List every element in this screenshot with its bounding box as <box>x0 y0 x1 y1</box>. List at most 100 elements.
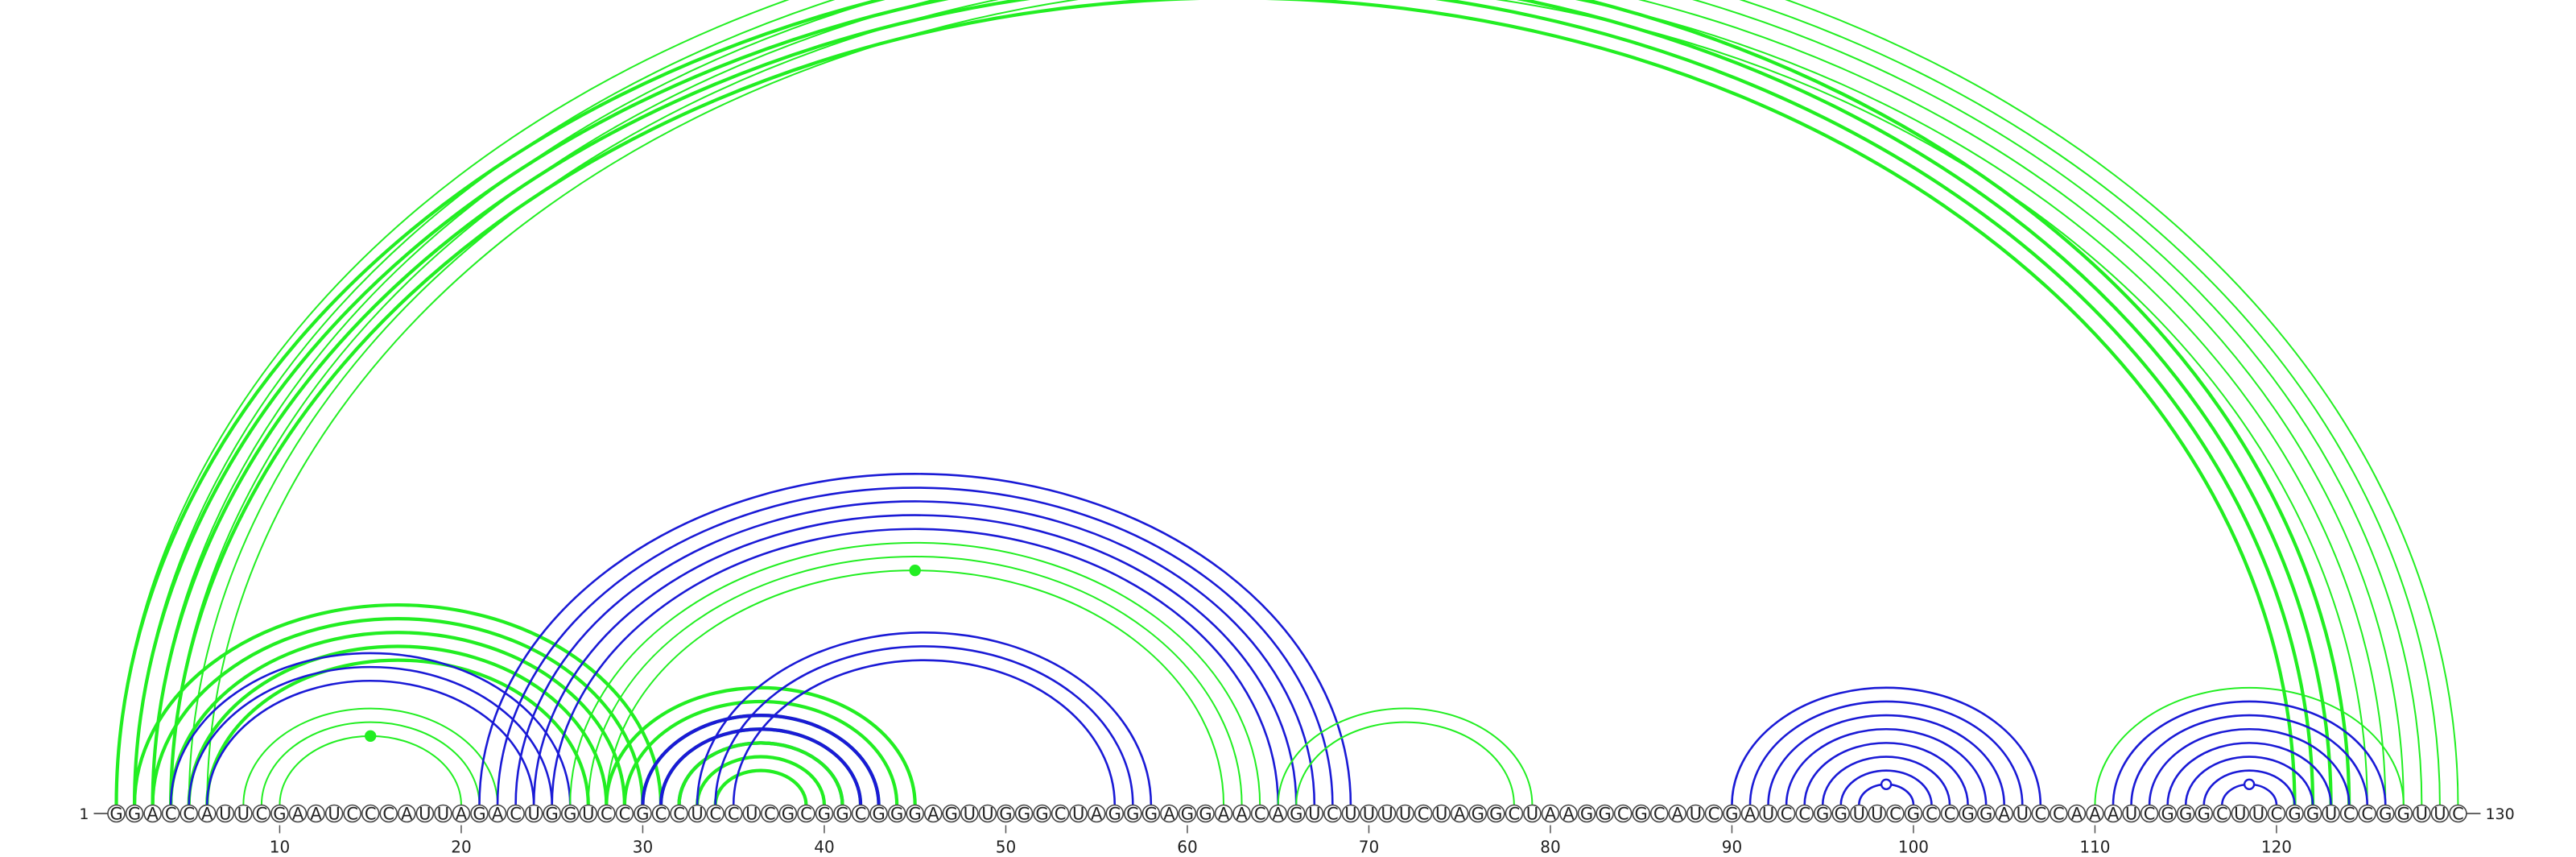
nucleotide-95: G <box>1816 805 1829 824</box>
nucleotide-58-circle <box>1141 804 1161 823</box>
arc-blue-30-43 <box>641 714 881 805</box>
nucleotide-83: G <box>1598 805 1611 824</box>
arc-green-5-126 <box>189 0 2386 805</box>
nucleotide-95-circle <box>1813 804 1832 823</box>
nucleotide-41: G <box>836 805 848 824</box>
nucleotide-130: C <box>2452 805 2464 824</box>
nucleotide-99-circle <box>1886 804 1905 823</box>
nucleotide-17: A <box>401 805 413 824</box>
nucleotide-14: C <box>346 805 358 824</box>
nucleotide-85-circle <box>1632 804 1650 823</box>
arc-blue-22-68 <box>496 486 1334 805</box>
tick-label-30: 30 <box>633 838 653 857</box>
nucleotide-93: C <box>1781 805 1793 824</box>
arc-green-6-125 <box>206 0 2368 805</box>
nucleotide-36: U <box>745 805 758 824</box>
nucleotide-112: U <box>2125 805 2137 824</box>
nucleotide-60-circle <box>1178 804 1197 823</box>
arc-green-66-78 <box>1295 721 1515 805</box>
arc-blue-96-101 <box>1839 769 1933 805</box>
nucleotide-26: G <box>564 805 576 824</box>
nucleotide-124: C <box>2343 805 2355 824</box>
nucleotide-44-circle <box>887 804 906 823</box>
nucleotide-107-circle <box>2031 804 2050 823</box>
tick-label-20: 20 <box>451 838 471 857</box>
arc-blue-116-121 <box>2202 769 2296 805</box>
nucleotide-67: U <box>1308 805 1320 824</box>
nucleotide-39: C <box>800 805 812 824</box>
nucleotide-92: U <box>1762 805 1774 824</box>
nucleotide-100-circle <box>1904 804 1923 823</box>
nucleotide-116-circle <box>2194 804 2214 823</box>
nucleotide-23: C <box>510 805 522 824</box>
nucleotide-25-circle <box>543 804 562 823</box>
arc-green-4-29 <box>169 631 626 805</box>
nucleotide-55: A <box>1091 805 1103 824</box>
nucleotide-2: G <box>128 805 141 824</box>
nucleotide-69: U <box>1344 805 1356 824</box>
nucleotide-82: G <box>1580 805 1593 824</box>
nucleotide-54-circle <box>1069 804 1088 823</box>
nucleotide-76: G <box>1472 805 1484 824</box>
nucleotide-72: U <box>1399 805 1411 824</box>
nucleotide-65: A <box>1273 805 1285 824</box>
nucleotide-122-circle <box>2303 804 2322 823</box>
nucleotide-94: C <box>1798 805 1810 824</box>
nucleotide-3: A <box>147 805 159 824</box>
nucleotide-91: A <box>1744 805 1757 824</box>
nucleotide-69-circle <box>1341 804 1360 823</box>
nucleotide-26-circle <box>560 804 580 823</box>
nucleotide-4: C <box>165 805 177 824</box>
nucleotide-104: G <box>1979 805 1992 824</box>
arc-blue-115-122 <box>2184 756 2314 805</box>
nucleotide-72-circle <box>1396 804 1414 823</box>
nucleotide-31-circle <box>651 804 671 823</box>
nucleotide-58: G <box>1145 805 1158 824</box>
nucleotide-79-circle <box>1523 804 1542 823</box>
nucleotide-30-circle <box>634 804 652 823</box>
nucleotide-37: C <box>764 805 776 824</box>
arc-markers <box>365 564 2256 790</box>
arc-blue-24-66 <box>532 514 1298 805</box>
arc-green-26-64 <box>569 541 1261 805</box>
nucleotide-16: C <box>382 805 394 824</box>
nucleotide-101-circle <box>1922 804 1941 823</box>
nucleotide-60: G <box>1181 805 1194 824</box>
arc-blue-114-123 <box>2166 742 2332 805</box>
nucleotide-123-circle <box>2322 804 2340 823</box>
nucleotide-62-circle <box>1214 804 1233 823</box>
nucleotide-63: A <box>1236 805 1248 824</box>
nucleotide-9: C <box>256 805 268 824</box>
nucleotide-98: U <box>1871 805 1883 824</box>
position-axis: 10 20 30 40 50 60 70 80 90 100 110 120 <box>270 825 2292 857</box>
nucleotide-53-circle <box>1051 804 1070 823</box>
nucleotide-78-circle <box>1505 804 1524 823</box>
nucleotide-43-circle <box>869 804 888 823</box>
nucleotide-129-circle <box>2430 804 2450 823</box>
nucleotide-76-circle <box>1468 804 1488 823</box>
arc-green-2-31 <box>132 602 663 805</box>
arc-blue-92-105 <box>1767 714 2005 805</box>
nucleotide-79: U <box>1526 805 1538 824</box>
nucleotide-123: U <box>2325 805 2337 824</box>
nucleotide-92-circle <box>1759 804 1777 823</box>
nucleotide-27: U <box>582 805 594 824</box>
nucleotide-24: U <box>527 805 539 824</box>
nucleotide-66-circle <box>1286 804 1306 823</box>
nucleotide-19-circle <box>434 804 452 823</box>
nucleotide-35: C <box>728 805 740 824</box>
nucleotide-8: U <box>237 805 250 824</box>
arc-green-29-44 <box>622 699 899 805</box>
nucleotide-7: U <box>219 805 231 824</box>
nucleotide-126: G <box>2379 805 2392 824</box>
nucleotide-32-circle <box>670 804 688 823</box>
nucleotide-29-circle <box>615 804 634 823</box>
nucleotide-89: C <box>1708 805 1720 824</box>
arc-green-4-121 <box>171 0 2294 805</box>
nucleotide-127: G <box>2397 805 2410 824</box>
nucleotide-121-circle <box>2285 804 2304 823</box>
nucleotide-62: A <box>1218 805 1230 824</box>
arc-green-1-124 <box>114 0 2351 805</box>
nucleotide-57: G <box>1126 805 1139 824</box>
